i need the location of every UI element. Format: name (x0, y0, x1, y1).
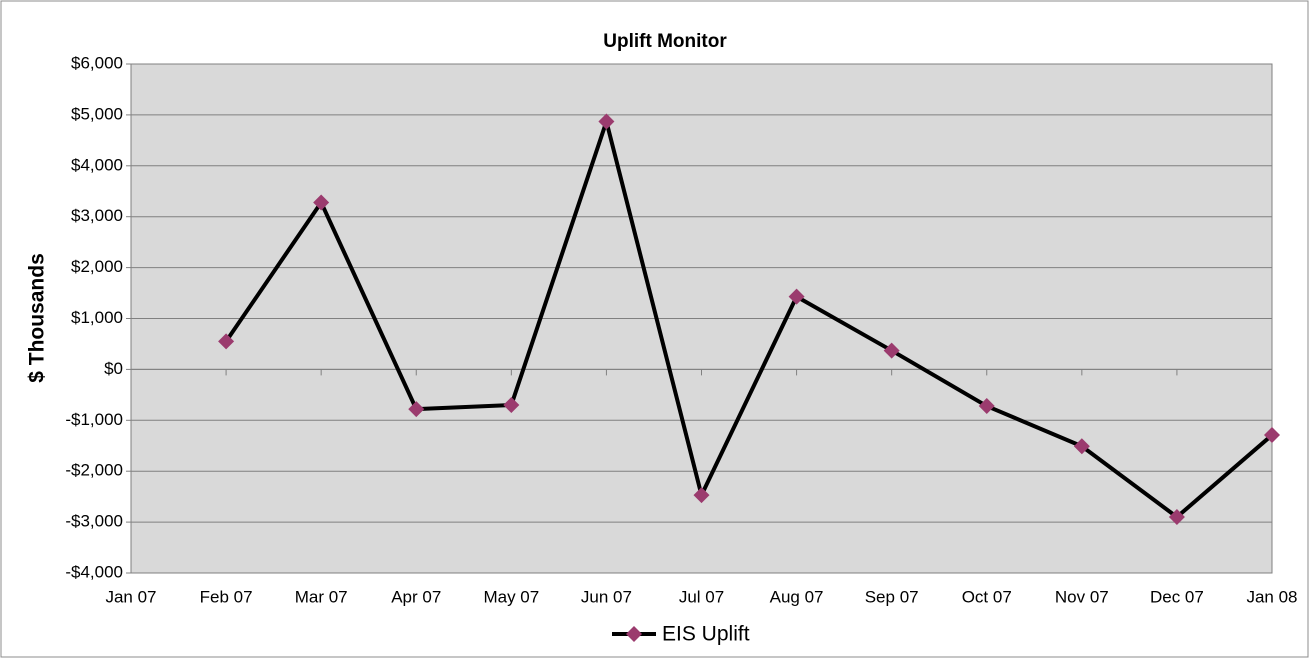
data-point (1264, 427, 1280, 444)
y-tick-label: $1,000 (71, 308, 123, 327)
data-point (1168, 509, 1185, 526)
data-point (883, 342, 900, 359)
legend-label: EIS Uplift (662, 623, 750, 646)
data-point (503, 397, 520, 414)
x-tick-label: Apr 07 (391, 587, 441, 606)
data-point (978, 398, 995, 415)
data-point (598, 113, 615, 130)
y-axis-label: $ Thousands (26, 253, 49, 383)
y-tick-label: $2,000 (71, 257, 123, 276)
x-tick-label: Jun 07 (581, 587, 632, 606)
x-tick-label: Jan 08 (1246, 587, 1297, 606)
y-tick-label: $4,000 (71, 155, 123, 174)
y-tick-label: -$4,000 (65, 562, 123, 581)
data-point (313, 194, 330, 211)
data-point (1073, 438, 1090, 455)
y-tick-label: -$2,000 (65, 461, 123, 480)
x-tick-label: Feb 07 (200, 587, 253, 606)
data-point (693, 487, 710, 504)
y-tick-label: $6,000 (71, 53, 123, 72)
x-tick-label: Aug 07 (770, 587, 824, 606)
x-tick-label: Dec 07 (1150, 587, 1204, 606)
x-tick-label: Sep 07 (865, 587, 919, 606)
x-tick-label: Jul 07 (679, 587, 724, 606)
x-tick-label: Oct 07 (962, 587, 1012, 606)
y-tick-label: $5,000 (71, 104, 123, 123)
y-tick-label: -$3,000 (65, 512, 123, 531)
data-point (408, 401, 425, 418)
x-tick-label: Mar 07 (295, 587, 348, 606)
x-tick-label: May 07 (483, 587, 539, 606)
x-tick-label: Jan 07 (105, 587, 156, 606)
y-tick-label: $3,000 (71, 206, 123, 225)
legend-marker (626, 626, 642, 642)
chart-title: Uplift Monitor (603, 31, 727, 52)
x-tick-label: Nov 07 (1055, 587, 1109, 606)
data-point (788, 288, 805, 305)
y-tick-label: $0 (104, 359, 123, 378)
series-line (224, 119, 1274, 520)
y-tick-label: -$1,000 (65, 410, 123, 429)
data-point (218, 333, 235, 350)
